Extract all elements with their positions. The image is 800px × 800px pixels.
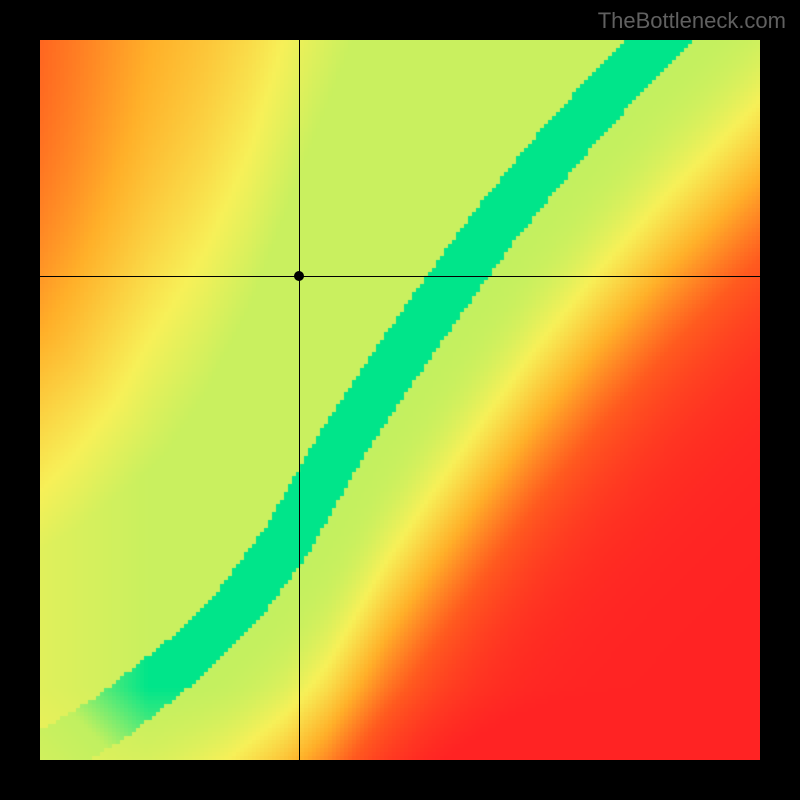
crosshair-horizontal <box>40 276 760 277</box>
watermark-text: TheBottleneck.com <box>598 8 786 34</box>
crosshair-vertical <box>299 40 300 760</box>
heatmap-canvas <box>40 40 760 760</box>
crosshair-marker <box>294 271 304 281</box>
plot-area <box>40 40 760 760</box>
